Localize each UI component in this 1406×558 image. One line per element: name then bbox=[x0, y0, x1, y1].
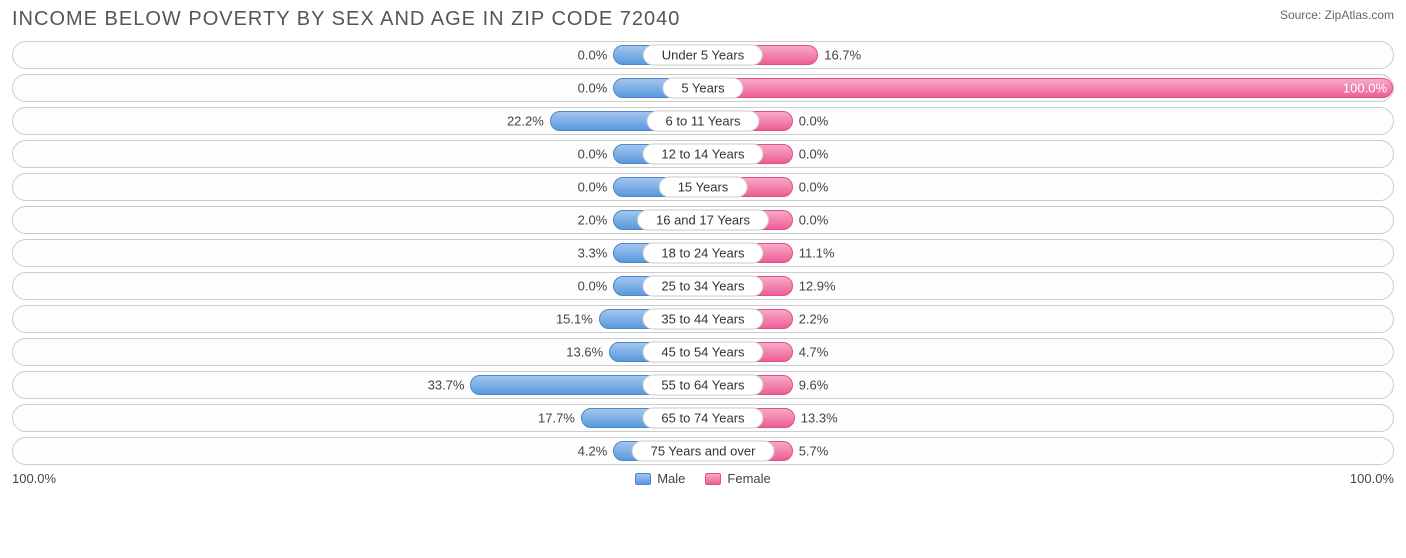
chart-row: 4.2% 5.7% 75 Years and over bbox=[12, 437, 1394, 465]
male-half: 4.2% bbox=[13, 438, 703, 464]
chart-rows: 0.0% 16.7% Under 5 Years 0.0% 100.0% 5 Years 2… bbox=[12, 41, 1394, 465]
female-value-label: 4.7% bbox=[799, 345, 829, 360]
female-half: 16.7% bbox=[703, 42, 1393, 68]
category-label: 45 to 54 Years bbox=[642, 342, 763, 363]
category-label: 18 to 24 Years bbox=[642, 243, 763, 264]
category-label: 16 and 17 Years bbox=[637, 210, 769, 231]
male-value-label: 0.0% bbox=[578, 81, 608, 96]
female-half: 0.0% bbox=[703, 207, 1393, 233]
legend-item-male: Male bbox=[635, 471, 685, 486]
legend-female-label: Female bbox=[727, 471, 770, 486]
chart-row: 0.0% 16.7% Under 5 Years bbox=[12, 41, 1394, 69]
category-label: 75 Years and over bbox=[632, 441, 775, 462]
female-half: 9.6% bbox=[703, 372, 1393, 398]
chart-row: 0.0% 0.0% 15 Years bbox=[12, 173, 1394, 201]
legend: Male Female bbox=[635, 471, 771, 486]
male-half: 0.0% bbox=[13, 273, 703, 299]
male-half: 0.0% bbox=[13, 42, 703, 68]
male-half: 0.0% bbox=[13, 141, 703, 167]
chart-row: 3.3% 11.1% 18 to 24 Years bbox=[12, 239, 1394, 267]
category-label: 12 to 14 Years bbox=[642, 144, 763, 165]
chart-row: 15.1% 2.2% 35 to 44 Years bbox=[12, 305, 1394, 333]
female-half: 5.7% bbox=[703, 438, 1393, 464]
category-label: 25 to 34 Years bbox=[642, 276, 763, 297]
category-label: 5 Years bbox=[662, 78, 743, 99]
female-half: 11.1% bbox=[703, 240, 1393, 266]
male-value-label: 3.3% bbox=[578, 246, 608, 261]
male-value-label: 4.2% bbox=[578, 444, 608, 459]
category-label: 65 to 74 Years bbox=[642, 408, 763, 429]
chart-title: INCOME BELOW POVERTY BY SEX AND AGE IN Z… bbox=[12, 8, 680, 31]
chart-row: 2.0% 0.0% 16 and 17 Years bbox=[12, 206, 1394, 234]
male-value-label: 0.0% bbox=[578, 279, 608, 294]
male-value-label: 15.1% bbox=[556, 312, 593, 327]
category-label: 35 to 44 Years bbox=[642, 309, 763, 330]
female-half: 13.3% bbox=[703, 405, 1393, 431]
female-value-label: 0.0% bbox=[799, 147, 829, 162]
category-label: 55 to 64 Years bbox=[642, 375, 763, 396]
male-value-label: 0.0% bbox=[578, 48, 608, 63]
female-value-label: 0.0% bbox=[799, 213, 829, 228]
male-value-label: 13.6% bbox=[566, 345, 603, 360]
female-half: 4.7% bbox=[703, 339, 1393, 365]
male-half: 15.1% bbox=[13, 306, 703, 332]
category-label: Under 5 Years bbox=[643, 45, 763, 66]
legend-male-label: Male bbox=[657, 471, 685, 486]
chart-row: 0.0% 0.0% 12 to 14 Years bbox=[12, 140, 1394, 168]
female-value-label: 5.7% bbox=[799, 444, 829, 459]
female-value-label: 100.0% bbox=[1343, 81, 1387, 96]
male-half: 17.7% bbox=[13, 405, 703, 431]
chart-row: 0.0% 100.0% 5 Years bbox=[12, 74, 1394, 102]
female-half: 0.0% bbox=[703, 174, 1393, 200]
chart-row: 0.0% 12.9% 25 to 34 Years bbox=[12, 272, 1394, 300]
female-value-label: 0.0% bbox=[799, 114, 829, 129]
chart-row: 17.7% 13.3% 65 to 74 Years bbox=[12, 404, 1394, 432]
female-value-label: 11.1% bbox=[799, 246, 835, 261]
male-value-label: 22.2% bbox=[507, 114, 544, 129]
female-value-label: 12.9% bbox=[799, 279, 836, 294]
female-value-label: 16.7% bbox=[824, 48, 861, 63]
male-swatch-icon bbox=[635, 473, 651, 485]
female-half: 0.0% bbox=[703, 108, 1393, 134]
chart-row: 22.2% 0.0% 6 to 11 Years bbox=[12, 107, 1394, 135]
male-half: 3.3% bbox=[13, 240, 703, 266]
axis-right-max: 100.0% bbox=[1350, 471, 1394, 486]
male-half: 33.7% bbox=[13, 372, 703, 398]
male-half: 0.0% bbox=[13, 75, 703, 101]
male-value-label: 2.0% bbox=[578, 213, 608, 228]
female-value-label: 0.0% bbox=[799, 180, 829, 195]
female-half: 0.0% bbox=[703, 141, 1393, 167]
female-value-label: 13.3% bbox=[801, 411, 838, 426]
chart-header: INCOME BELOW POVERTY BY SEX AND AGE IN Z… bbox=[12, 8, 1394, 31]
chart-row: 33.7% 9.6% 55 to 64 Years bbox=[12, 371, 1394, 399]
male-half: 2.0% bbox=[13, 207, 703, 233]
female-value-label: 9.6% bbox=[799, 378, 829, 393]
legend-item-female: Female bbox=[705, 471, 770, 486]
female-bar bbox=[703, 78, 1393, 98]
male-value-label: 17.7% bbox=[538, 411, 575, 426]
female-half: 100.0% bbox=[703, 75, 1393, 101]
female-value-label: 2.2% bbox=[799, 312, 829, 327]
category-label: 6 to 11 Years bbox=[647, 111, 760, 132]
male-value-label: 0.0% bbox=[578, 180, 608, 195]
category-label: 15 Years bbox=[659, 177, 748, 198]
chart-container: INCOME BELOW POVERTY BY SEX AND AGE IN Z… bbox=[0, 0, 1406, 490]
male-value-label: 33.7% bbox=[428, 378, 465, 393]
female-swatch-icon bbox=[705, 473, 721, 485]
chart-source: Source: ZipAtlas.com bbox=[1280, 8, 1394, 22]
female-half: 2.2% bbox=[703, 306, 1393, 332]
female-half: 12.9% bbox=[703, 273, 1393, 299]
male-value-label: 0.0% bbox=[578, 147, 608, 162]
chart-row: 13.6% 4.7% 45 to 54 Years bbox=[12, 338, 1394, 366]
chart-footer: 100.0% Male Female 100.0% bbox=[12, 471, 1394, 486]
male-half: 22.2% bbox=[13, 108, 703, 134]
male-half: 0.0% bbox=[13, 174, 703, 200]
male-half: 13.6% bbox=[13, 339, 703, 365]
axis-left-max: 100.0% bbox=[12, 471, 56, 486]
